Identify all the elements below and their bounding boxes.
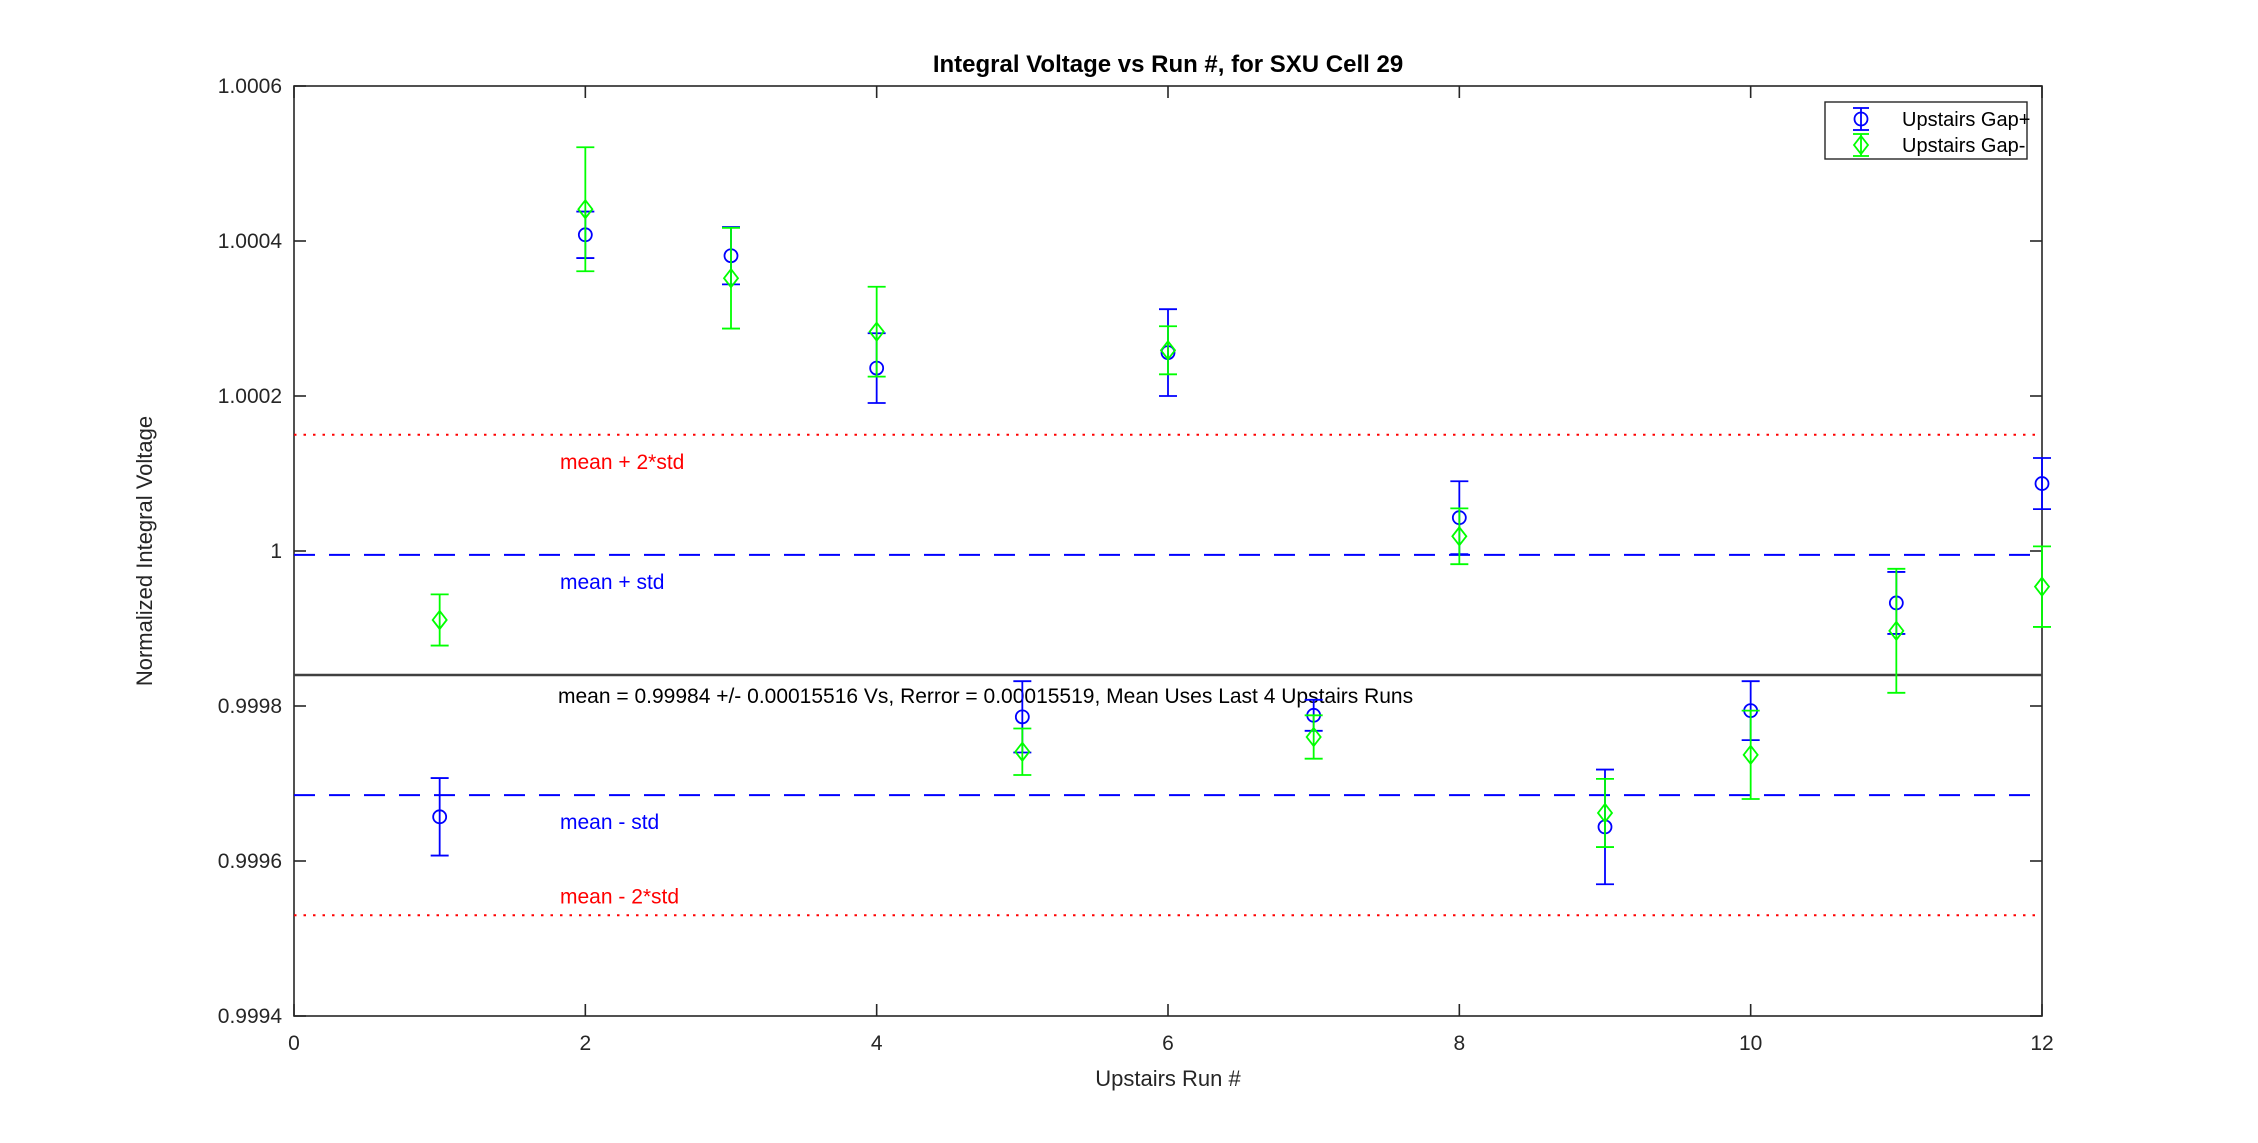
- x-tick-label: 6: [1162, 1032, 1174, 1055]
- x-tick-label: 2: [579, 1032, 591, 1055]
- data-point-upstairs-gapminus-run-9: [1596, 802, 1614, 824]
- data-point-upstairs-gapminus-run-6: [1159, 339, 1177, 361]
- legend-marker-gap-minus: [1852, 134, 1870, 156]
- data-point-upstairs-gapminus-run-3: [722, 267, 740, 289]
- legend-marker-gap-plus: [1853, 111, 1869, 127]
- data-point-upstairs-gapminus-run-5: [1014, 741, 1031, 763]
- plot-area: [293, 85, 2043, 1017]
- y-tick-label: 1.0004: [218, 230, 283, 253]
- ref-line-label-mean-std: mean - std: [560, 811, 659, 834]
- x-axis-label: Upstairs Run #: [1095, 1066, 1241, 1091]
- x-tick-label: 8: [1453, 1032, 1465, 1055]
- legend-item-label[interactable]: Upstairs Gap-: [1902, 135, 2025, 157]
- x-tick-label: 4: [871, 1032, 883, 1055]
- y-tick-label: 1: [270, 540, 282, 563]
- data-point-upstairs-gapminus-run-7: [1305, 726, 1322, 748]
- data-point-upstairs-gapminus-run-4: [868, 321, 885, 343]
- data-point-upstairs-gapminus-run-12: [2033, 576, 2051, 598]
- x-tick-label: 12: [2030, 1032, 2053, 1055]
- data-point-upstairs-gapminus-run-2: [577, 198, 594, 220]
- y-tick-label: 1.0006: [218, 75, 282, 98]
- data-point-upstairs-gapplus-run-1: [432, 809, 448, 825]
- data-point-upstairs-gapminus-run-8: [1451, 525, 1468, 547]
- data-point-upstairs-gapminus-run-1: [431, 609, 448, 631]
- data-point-upstairs-gapminus-run-11: [1888, 620, 1905, 642]
- ref-line-label-mean-2-std: mean - 2*std: [560, 885, 679, 908]
- data-point-upstairs-gapplus-run-5: [1014, 709, 1030, 725]
- legend-item-label[interactable]: Upstairs Gap+: [1902, 109, 2030, 131]
- y-tick-label: 0.9994: [218, 1005, 283, 1028]
- data-point-upstairs-gapplus-run-12: [2034, 476, 2050, 491]
- mean-annotation: mean = 0.99984 +/- 0.00015516 Vs, Rerror…: [558, 685, 1413, 708]
- y-tick-label: 0.9996: [218, 850, 282, 873]
- y-tick-label: 0.9998: [218, 695, 282, 718]
- chart-title: Integral Voltage vs Run #, for SXU Cell …: [933, 51, 1403, 78]
- data-point-upstairs-gapminus-run-10: [1742, 744, 1759, 766]
- x-tick-label: 10: [1739, 1032, 1762, 1055]
- x-tick-label: 0: [288, 1032, 300, 1055]
- y-axis-label: Normalized Integral Voltage: [132, 416, 157, 686]
- ref-line-label-mean-2-std: mean + 2*std: [560, 451, 684, 474]
- y-tick-label: 1.0002: [218, 385, 282, 408]
- ref-line-label-mean-std: mean + std: [560, 571, 664, 594]
